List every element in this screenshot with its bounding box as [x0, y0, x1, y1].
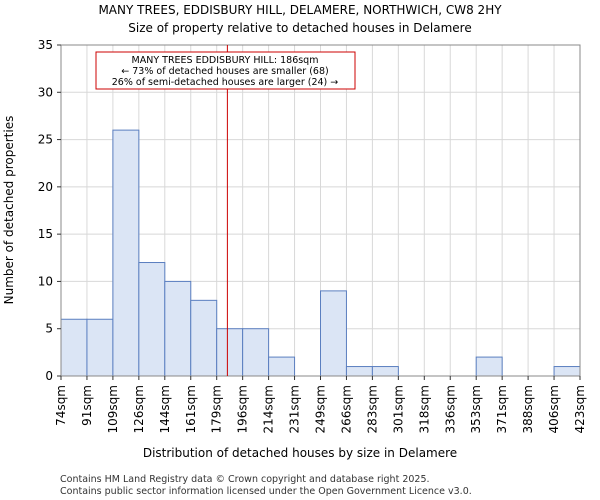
y-tick-label: 25 [38, 133, 53, 147]
bar-91sqm [86, 318, 114, 377]
x-tick-label-388sqm: 388sqm [521, 385, 535, 433]
bar-179sqm [216, 328, 244, 377]
x-tick-label-214sqm: 214sqm [262, 385, 276, 433]
bar-196sqm [242, 328, 270, 377]
x-tick-label-109sqm: 109sqm [106, 385, 120, 433]
bar-74sqm [60, 318, 88, 377]
y-tick-label: 35 [38, 38, 53, 52]
y-tick-label: 0 [45, 369, 53, 383]
x-tick-label-126sqm: 126sqm [132, 385, 146, 433]
annotation-box [95, 51, 356, 90]
x-tick-label-353sqm: 353sqm [469, 385, 483, 433]
bar-353sqm [475, 356, 503, 377]
x-tick-label-161sqm: 161sqm [184, 385, 198, 433]
bars [60, 129, 581, 377]
y-axis-ticks: 0 5 10 15 20 25 30 35 [38, 38, 61, 383]
x-tick-label-371sqm: 371sqm [495, 385, 509, 433]
y-tick-label: 10 [38, 274, 53, 288]
y-tick-label: 20 [38, 180, 53, 194]
bar-406sqm [553, 366, 581, 377]
y-tick-label: 15 [38, 227, 53, 241]
x-tick-label-144sqm: 144sqm [158, 385, 172, 433]
chart-subtitle: Size of property relative to detached ho… [128, 21, 471, 35]
y-tick-label: 5 [45, 322, 53, 336]
bar-283sqm [371, 366, 399, 377]
x-tick-label-318sqm: 318sqm [417, 385, 431, 433]
chart-title: MANY TREES, EDDISBURY HILL, DELAMERE, NO… [98, 3, 502, 17]
x-tick-label-231sqm: 231sqm [288, 385, 302, 433]
bar-109sqm [112, 129, 140, 377]
x-tick-label-91sqm: 91sqm [80, 385, 94, 426]
x-tick-label-301sqm: 301sqm [391, 385, 405, 433]
x-tick-label-196sqm: 196sqm [236, 385, 250, 433]
bar-249sqm [320, 290, 347, 377]
bar-144sqm [164, 280, 192, 377]
bar-161sqm [190, 299, 218, 377]
footer-line-1: Contains HM Land Registry data © Crown c… [60, 474, 430, 485]
annotation-line-2: ← 73% of detached houses are smaller (68… [121, 66, 328, 77]
footer-line-2: Contains public sector information licen… [60, 486, 472, 497]
y-tick-label: 30 [38, 85, 53, 99]
x-tick-label-336sqm: 336sqm [443, 385, 457, 433]
y-axis-label: Number of detached properties [2, 116, 16, 305]
x-tick-label-179sqm: 179sqm [210, 385, 224, 433]
x-tick-label-74sqm: 74sqm [54, 385, 68, 426]
bar-214sqm [268, 356, 296, 377]
bar-126sqm [138, 262, 166, 377]
bar-266sqm [345, 366, 373, 377]
annotation-line-3: 26% of semi-detached houses are larger (… [112, 77, 339, 88]
x-tick-label-283sqm: 283sqm [365, 385, 379, 433]
x-tick-label-249sqm: 249sqm [314, 385, 328, 433]
x-tick-label-406sqm: 406sqm [547, 385, 561, 433]
x-axis-ticks: 74sqm 91sqm 109sqm 126sqm 144sqm 161sqm 179sqm… [54, 376, 587, 433]
x-tick-label-266sqm: 266sqm [339, 385, 353, 433]
x-axis-label: Distribution of detached houses by size … [143, 446, 457, 460]
x-tick-label-423sqm: 423sqm [573, 385, 587, 433]
annotation-line-1: MANY TREES EDDISBURY HILL: 186sqm [132, 55, 319, 66]
